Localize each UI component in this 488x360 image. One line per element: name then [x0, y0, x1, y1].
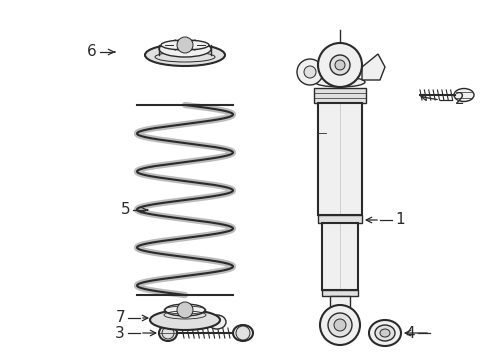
Circle shape	[333, 319, 346, 331]
Bar	[321, 290, 357, 296]
Ellipse shape	[453, 89, 473, 102]
Bar	[321, 223, 357, 290]
Ellipse shape	[159, 41, 210, 57]
Text: 3: 3	[115, 325, 125, 341]
Ellipse shape	[207, 315, 225, 329]
Ellipse shape	[161, 40, 208, 50]
Circle shape	[236, 326, 249, 340]
Text: 2: 2	[454, 93, 464, 108]
Ellipse shape	[145, 44, 224, 66]
Ellipse shape	[159, 325, 177, 341]
Text: 1: 1	[394, 212, 404, 228]
Ellipse shape	[155, 52, 215, 62]
Circle shape	[327, 313, 351, 337]
Ellipse shape	[164, 304, 204, 316]
Text: 7: 7	[115, 310, 125, 325]
Text: 4: 4	[405, 325, 414, 341]
Circle shape	[334, 60, 345, 70]
Ellipse shape	[232, 325, 252, 341]
Text: 6: 6	[87, 45, 97, 59]
Ellipse shape	[314, 77, 364, 87]
Circle shape	[296, 59, 323, 85]
Circle shape	[177, 302, 193, 318]
Bar	[313, 88, 365, 103]
Circle shape	[317, 43, 361, 87]
Text: 5: 5	[120, 202, 130, 217]
Ellipse shape	[150, 310, 220, 330]
Ellipse shape	[379, 329, 389, 337]
Circle shape	[177, 37, 193, 53]
Circle shape	[304, 66, 315, 78]
Bar	[317, 215, 361, 223]
Bar	[329, 296, 349, 318]
Bar	[317, 103, 361, 215]
Ellipse shape	[374, 325, 394, 341]
Circle shape	[329, 55, 349, 75]
Polygon shape	[361, 54, 384, 80]
Circle shape	[319, 305, 359, 345]
Circle shape	[162, 327, 174, 339]
Ellipse shape	[368, 320, 400, 346]
